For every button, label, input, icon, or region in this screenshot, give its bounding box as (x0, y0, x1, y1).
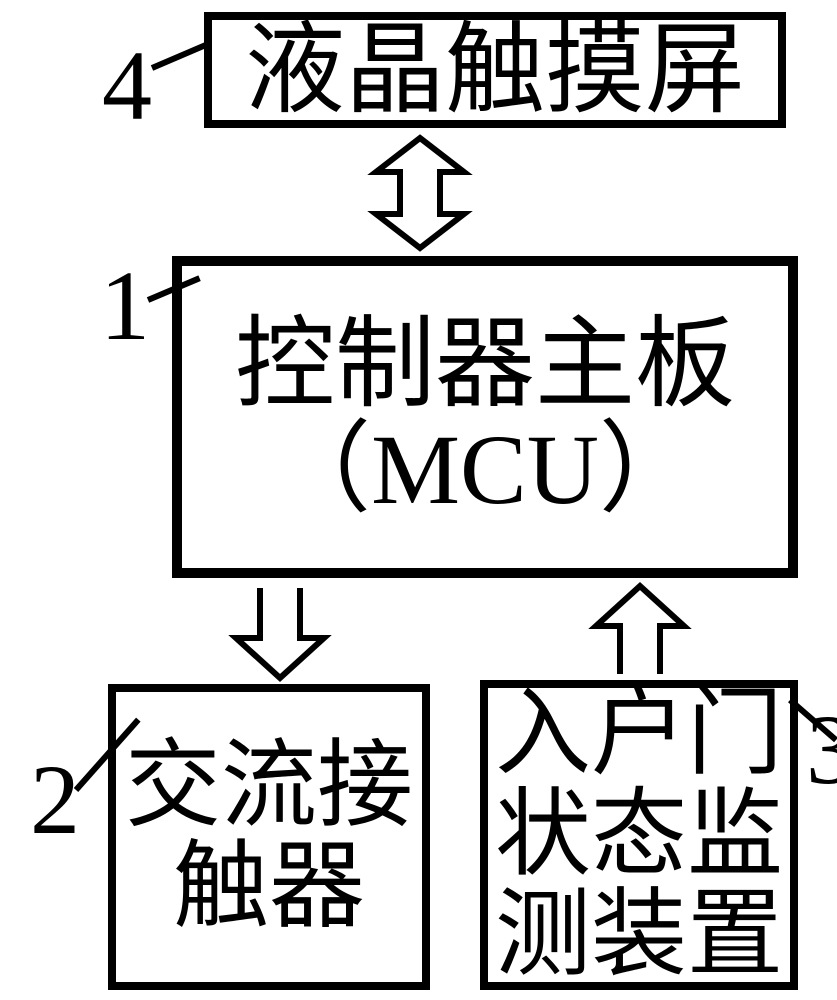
arrow-bidirectional-top (372, 134, 468, 252)
node-mcu-label-2: （MCU） (271, 417, 699, 522)
node-mcu-label-1: 控制器主板 (235, 312, 735, 417)
leader-line-4 (151, 41, 209, 71)
ref-label-4: 4 (102, 28, 152, 143)
ref-label-1: 1 (100, 248, 150, 363)
node-door-monitor-label-1: 入户门 (495, 684, 783, 785)
node-mcu: 控制器主板 （MCU） (172, 256, 798, 578)
ref-label-2: 2 (30, 742, 80, 857)
node-door-monitor-label-3: 测装置 (495, 885, 783, 986)
arrow-up-right (592, 582, 688, 678)
node-ac-contactor-label-2: 触器 (173, 837, 365, 938)
node-ac-contactor: 交流接 触器 (108, 684, 430, 990)
diagram-canvas: 液晶触摸屏 控制器主板 （MCU） 交流接 触器 入户门 状态监 测装置 4 1… (0, 0, 837, 1000)
node-touchscreen: 液晶触摸屏 (204, 12, 786, 128)
ref-label-3: 3 (806, 692, 837, 807)
node-ac-contactor-label-1: 交流接 (125, 736, 413, 837)
node-door-monitor: 入户门 状态监 测装置 (480, 680, 798, 990)
arrow-down-left (232, 584, 328, 682)
node-touchscreen-label: 液晶触摸屏 (245, 18, 745, 123)
node-door-monitor-label-2: 状态监 (495, 785, 783, 886)
